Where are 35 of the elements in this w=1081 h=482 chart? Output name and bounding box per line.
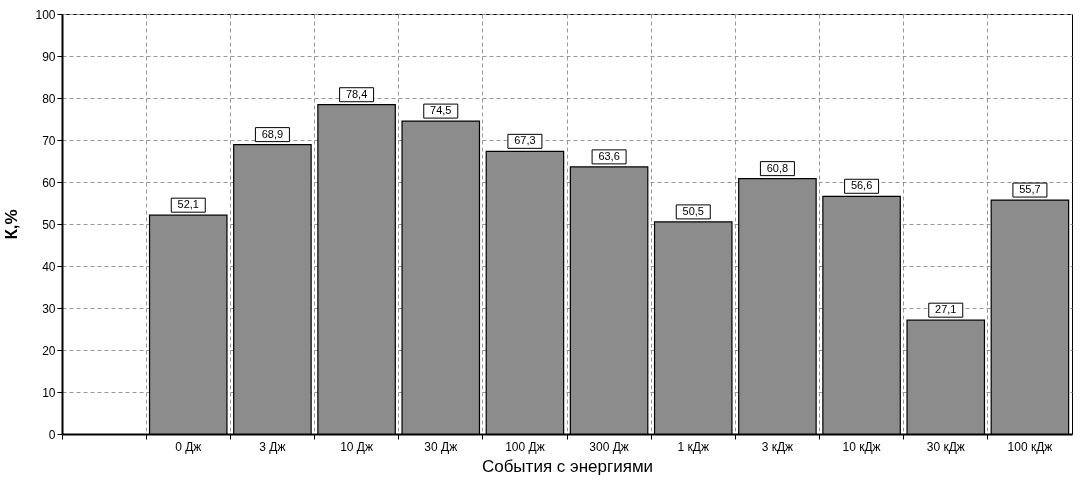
- x-tick-label: 0 Дж: [175, 439, 202, 454]
- x-tick-label: 30 кДж: [926, 439, 965, 454]
- x-tick-label: 100 Дж: [505, 439, 545, 454]
- x-tick-label: 10 кДж: [842, 439, 881, 454]
- data-label: 74,5: [430, 104, 452, 117]
- data-label: 50,5: [682, 204, 704, 217]
- data-label: 55,7: [1019, 183, 1041, 196]
- y-tick-label: 10: [42, 385, 56, 400]
- y-tick-label: 30: [42, 301, 56, 316]
- y-tick-label: 0: [48, 427, 56, 442]
- x-tick-label: 1 кДж: [677, 439, 709, 454]
- y-axis-title: К,%: [2, 209, 22, 240]
- y-tick-label: 70: [42, 133, 56, 148]
- x-tick-label: 300 Дж: [589, 439, 629, 454]
- x-tick-label: 30 Дж: [424, 439, 458, 454]
- data-label: 52,1: [177, 198, 199, 211]
- y-tick-label: 100: [35, 7, 56, 22]
- data-label: 63,6: [598, 149, 620, 162]
- data-label: 68,9: [261, 127, 284, 140]
- y-tick-label: 80: [42, 91, 56, 106]
- y-tick-label: 50: [42, 217, 56, 232]
- data-label: 27,1: [935, 303, 957, 316]
- y-tick-label: 60: [42, 175, 56, 190]
- data-label: 60,8: [766, 161, 789, 174]
- data-label: 67,3: [514, 134, 536, 147]
- y-tick-label: 40: [42, 259, 56, 274]
- x-tick-label: 3 Дж: [259, 439, 286, 454]
- data-label: 78,4: [345, 87, 368, 100]
- x-tick-label: 3 кДж: [761, 439, 794, 454]
- x-axis-title: События с энергиями: [481, 456, 654, 476]
- y-tick-label: 90: [42, 49, 56, 64]
- x-tick-label: 10 Дж: [340, 439, 374, 454]
- data-label: 56,6: [850, 179, 873, 192]
- y-tick-label: 20: [42, 343, 56, 358]
- x-tick-label: 100 кДж: [1007, 439, 1053, 454]
